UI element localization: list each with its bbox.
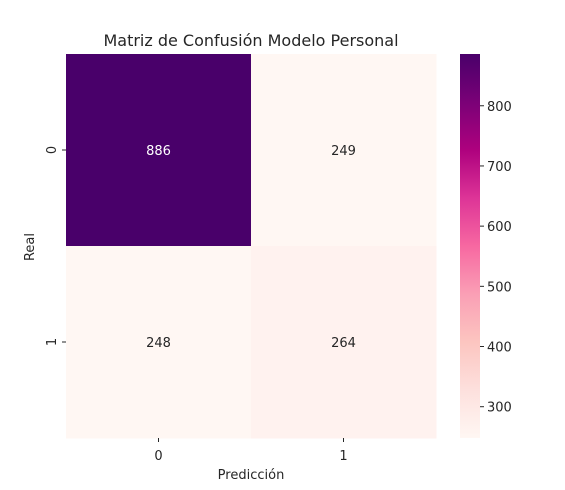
y-tick-label: 1 [45,338,60,346]
heatmap-cell-0-1 [251,54,437,247]
cell-value-label: 249 [331,144,356,159]
cell-value-label: 264 [331,336,356,351]
x-tick-label: 1 [339,449,347,464]
cell-value-label: 248 [146,336,171,351]
y-axis-label: Real [23,233,38,261]
cell-value-label: 886 [146,144,171,159]
colorbar-tick-label: 500 [487,280,512,295]
colorbar: 300 400 500 600 700 800 [460,54,512,438]
heatmap-cell-0-0 [66,54,252,247]
y-axis-ticks: 01 [45,146,66,346]
colorbar-tick-label: 800 [487,100,512,115]
colorbar-tick-label: 400 [487,341,512,356]
colorbar-tick-label: 700 [487,160,512,175]
colorbar-gradient [460,54,480,438]
heatmap-cell-1-1 [251,246,437,439]
heatmap-annotations: 886 249 248 264 [146,144,356,351]
chart-title: Matriz de Confusión Modelo Personal [103,31,398,50]
y-tick-label: 0 [45,146,60,154]
heatmap-cell-1-0 [66,246,252,439]
colorbar-tick-label: 300 [487,401,512,416]
colorbar-tick-label: 600 [487,220,512,235]
x-axis-label: Predicción [218,468,285,483]
heatmap-cells [66,54,437,439]
colorbar-ticks: 300 400 500 600 700 800 [480,100,512,416]
x-tick-label: 0 [154,449,162,464]
